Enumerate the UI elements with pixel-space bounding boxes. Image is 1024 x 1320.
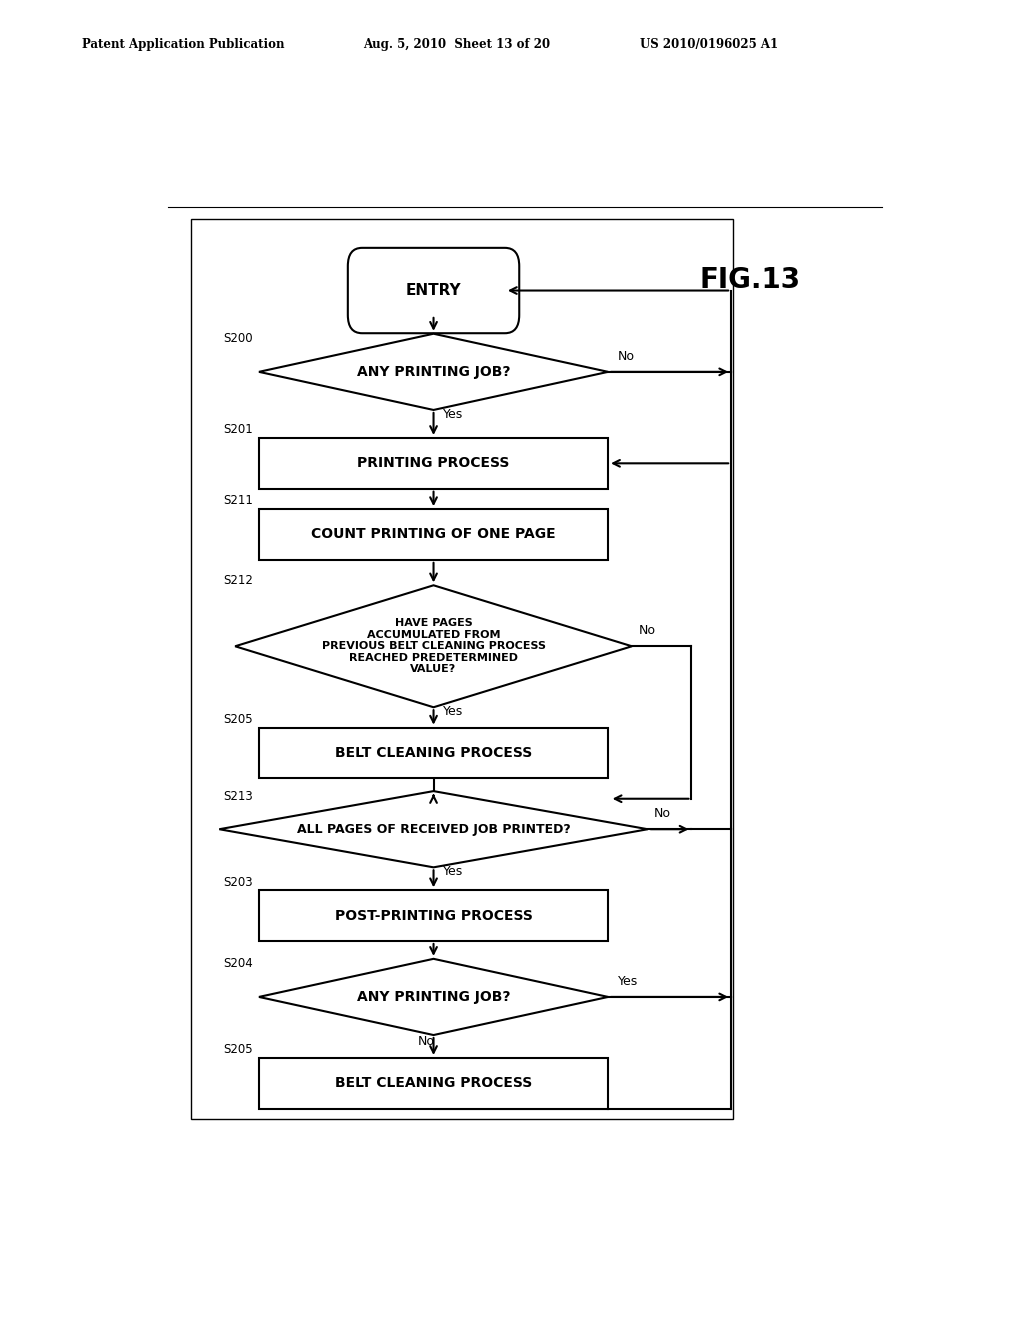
Text: ANY PRINTING JOB?: ANY PRINTING JOB? (356, 364, 510, 379)
Polygon shape (259, 958, 608, 1035)
Bar (259, 1057, 608, 1109)
Text: S213: S213 (223, 789, 253, 803)
Bar (259, 438, 608, 488)
Text: S212: S212 (223, 574, 253, 586)
Polygon shape (259, 334, 608, 411)
Bar (259, 727, 608, 779)
Text: US 2010/0196025 A1: US 2010/0196025 A1 (640, 37, 778, 50)
Polygon shape (236, 585, 632, 708)
Text: Yes: Yes (443, 705, 463, 718)
Bar (259, 890, 608, 941)
Text: ENTRY: ENTRY (406, 282, 462, 298)
Text: No: No (418, 1035, 434, 1048)
Text: ALL PAGES OF RECEIVED JOB PRINTED?: ALL PAGES OF RECEIVED JOB PRINTED? (297, 822, 570, 836)
Text: Patent Application Publication: Patent Application Publication (82, 37, 285, 50)
Text: POST-PRINTING PROCESS: POST-PRINTING PROCESS (335, 908, 532, 923)
Polygon shape (219, 791, 648, 867)
Text: COUNT PRINTING OF ONE PAGE: COUNT PRINTING OF ONE PAGE (311, 528, 556, 541)
Text: S205: S205 (223, 1043, 253, 1056)
Text: FIG.13: FIG.13 (699, 267, 801, 294)
Text: ANY PRINTING JOB?: ANY PRINTING JOB? (356, 990, 510, 1005)
Text: S203: S203 (223, 875, 253, 888)
Text: HAVE PAGES
ACCUMULATED FROM
PREVIOUS BELT CLEANING PROCESS
REACHED PREDETERMINED: HAVE PAGES ACCUMULATED FROM PREVIOUS BEL… (322, 618, 546, 675)
Text: No: No (654, 807, 671, 820)
Text: S200: S200 (223, 333, 253, 346)
FancyBboxPatch shape (348, 248, 519, 333)
Text: Yes: Yes (443, 866, 463, 879)
Bar (191, 219, 733, 1119)
Text: BELT CLEANING PROCESS: BELT CLEANING PROCESS (335, 1076, 532, 1090)
Text: PRINTING PROCESS: PRINTING PROCESS (357, 457, 510, 470)
Text: S211: S211 (223, 495, 253, 507)
Text: Yes: Yes (443, 408, 463, 421)
Text: S201: S201 (223, 424, 253, 437)
Text: S204: S204 (223, 957, 253, 970)
Text: BELT CLEANING PROCESS: BELT CLEANING PROCESS (335, 746, 532, 760)
Text: No: No (617, 350, 635, 363)
Text: Aug. 5, 2010  Sheet 13 of 20: Aug. 5, 2010 Sheet 13 of 20 (364, 37, 551, 50)
Text: Yes: Yes (617, 974, 638, 987)
Text: No: No (638, 624, 655, 638)
Text: S205: S205 (223, 713, 253, 726)
Bar (259, 510, 608, 560)
